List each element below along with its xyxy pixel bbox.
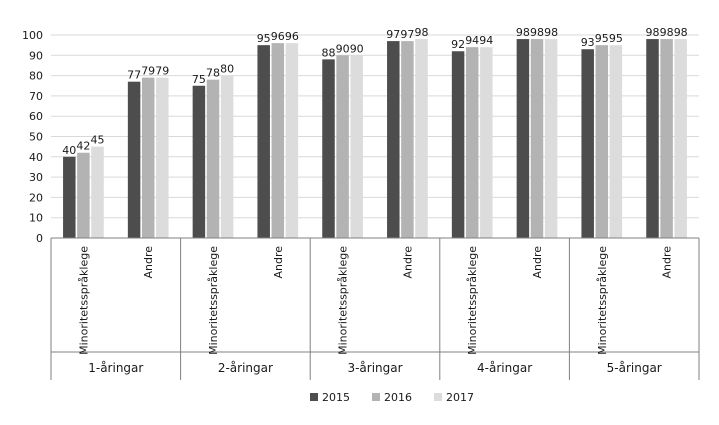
bars — [63, 39, 687, 239]
group-label: 1-åringar — [88, 361, 143, 375]
legend-label: 2015 — [322, 391, 350, 404]
bar — [387, 41, 400, 239]
data-label: 94 — [479, 34, 493, 47]
category-label: Minoritetsspråklege — [77, 246, 90, 355]
bar — [609, 45, 623, 239]
bar — [257, 45, 270, 239]
category-label: Minoritetsspråklege — [596, 246, 609, 355]
data-label: 92 — [451, 38, 465, 51]
bar — [480, 47, 493, 239]
group-label: 4-åringar — [477, 361, 532, 375]
category-label: Andre — [661, 246, 674, 279]
data-label: 95 — [257, 32, 271, 45]
bar — [415, 39, 428, 239]
data-label: 40 — [62, 144, 76, 157]
y-tick-label: 20 — [29, 191, 43, 204]
bar — [660, 39, 673, 239]
bar — [63, 156, 76, 238]
category-label: Andre — [401, 246, 414, 279]
category-label: Minoritetsspråklege — [207, 246, 220, 355]
data-label: 96 — [285, 30, 299, 43]
bar — [581, 49, 594, 239]
y-tick-label: 30 — [29, 171, 43, 184]
bar — [544, 39, 558, 239]
bar — [220, 75, 234, 238]
data-label: 98 — [646, 26, 660, 39]
y-tick-label: 0 — [36, 232, 43, 245]
bar — [127, 81, 141, 238]
data-label: 77 — [127, 69, 141, 82]
group-label: 2-åringar — [218, 361, 273, 375]
bar — [141, 77, 155, 238]
category-label: Andre — [142, 246, 155, 279]
data-label: 80 — [220, 63, 234, 76]
legend-swatch — [434, 393, 442, 401]
data-label: 79 — [155, 65, 169, 78]
y-tick-label: 90 — [29, 49, 43, 62]
category-label: Andre — [531, 246, 544, 279]
bar — [646, 39, 659, 239]
bar — [156, 77, 169, 238]
data-label: 95 — [609, 32, 623, 45]
data-label: 78 — [206, 67, 220, 80]
legend-swatch — [310, 393, 318, 401]
bar — [206, 79, 220, 238]
y-tick-label: 100 — [22, 29, 43, 42]
bar — [465, 47, 479, 239]
data-label: 98 — [674, 26, 688, 39]
bar — [595, 45, 609, 239]
legend-label: 2016 — [384, 391, 412, 404]
y-tick-label: 40 — [29, 151, 43, 164]
data-label: 98 — [516, 26, 530, 39]
category-label: Minoritetsspråklege — [466, 246, 479, 355]
bar — [77, 152, 90, 238]
data-label: 98 — [415, 26, 429, 39]
bar — [516, 39, 530, 239]
bar — [401, 41, 414, 239]
data-label: 94 — [465, 34, 479, 47]
y-tick-label: 10 — [29, 212, 43, 225]
data-label: 75 — [192, 73, 206, 86]
data-label: 98 — [660, 26, 674, 39]
bar — [91, 146, 104, 238]
bar — [192, 85, 206, 238]
data-label: 96 — [271, 30, 285, 43]
y-axis: 0 10 20 30 40 50 60 70 80 90 100 — [22, 29, 43, 245]
x-axis: Minoritetsspråklege Andre 1-åringar Minorit… — [50, 237, 700, 380]
category-label: Minoritetsspråklege — [337, 246, 350, 355]
y-tick-label: 80 — [29, 70, 43, 83]
data-label: 97 — [386, 28, 400, 41]
bar — [451, 51, 465, 238]
y-tick-label: 70 — [29, 90, 43, 103]
data-label: 42 — [76, 140, 90, 153]
data-label: 97 — [400, 28, 414, 41]
bar — [322, 59, 335, 238]
y-tick-label: 50 — [29, 131, 43, 144]
data-label: 95 — [595, 32, 609, 45]
bar — [350, 55, 363, 238]
data-label: 45 — [91, 134, 105, 147]
category-label: Andre — [272, 246, 285, 279]
bar — [285, 43, 299, 239]
data-label: 98 — [544, 26, 558, 39]
data-label: 93 — [581, 36, 595, 49]
bar — [271, 43, 285, 239]
legend-label: 2017 — [446, 391, 474, 404]
data-label: 88 — [322, 46, 336, 59]
data-label: 98 — [530, 26, 544, 39]
bar — [674, 39, 687, 239]
bar — [336, 55, 349, 238]
data-label: 90 — [350, 42, 364, 55]
bar — [530, 39, 544, 239]
y-tick-label: 60 — [29, 110, 43, 123]
group-label: 5-åringar — [607, 361, 662, 375]
group-label: 3-åringar — [347, 361, 402, 375]
data-label: 79 — [141, 65, 155, 78]
legend: 2015 2016 2017 — [310, 391, 474, 404]
data-label: 90 — [336, 42, 350, 55]
legend-swatch — [372, 393, 380, 401]
